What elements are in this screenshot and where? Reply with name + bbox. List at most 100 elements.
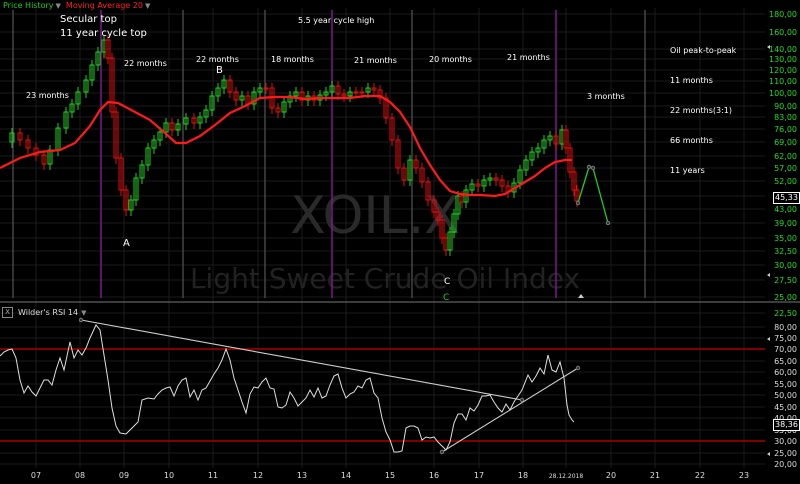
candle-body xyxy=(157,131,163,141)
candle-body xyxy=(389,117,395,141)
chevron-down-icon[interactable]: ▼ xyxy=(55,1,61,10)
legend-price-history[interactable]: Price History ▼ xyxy=(3,1,61,10)
legend-moving-average-label: Moving Average 20 xyxy=(65,1,143,10)
price-axis-tick: 27,50 xyxy=(774,276,797,285)
pivot-label-b: B xyxy=(216,65,223,76)
price-axis-tick: 100,00 xyxy=(769,89,797,98)
cycle-count-label: 21 months xyxy=(354,56,397,65)
price-axis-tick: 76,00 xyxy=(774,125,797,134)
candle-body xyxy=(487,177,493,181)
legend: Price History ▼ Moving Average 20 ▼ xyxy=(3,1,150,10)
time-axis-tick: 21 xyxy=(650,471,660,480)
candle-body xyxy=(353,91,359,94)
candle-body xyxy=(395,139,401,169)
candle-body xyxy=(535,147,541,153)
candle-body xyxy=(359,91,365,94)
peak-to-peak-note: Oil peak-to-peak 11 months 22 months(3:1… xyxy=(670,26,736,186)
candle-body xyxy=(281,101,287,113)
candle-body xyxy=(25,139,31,149)
candle-body xyxy=(517,169,523,184)
chevron-down-icon[interactable]: ▼ xyxy=(144,1,151,10)
candle-body xyxy=(371,87,377,91)
rsi-panel-title[interactable]: Wilder's RSI 14 ▼ xyxy=(18,308,87,317)
candle-body xyxy=(69,103,75,113)
price-axis-tick: 30,00 xyxy=(774,261,797,270)
candle-body xyxy=(41,154,47,165)
trendline-handle[interactable] xyxy=(439,449,445,455)
rsi-axis-marker-icon xyxy=(767,337,770,341)
time-axis-tick: 08 xyxy=(75,471,85,480)
candle-body xyxy=(431,199,437,213)
peak-to-peak-line: 11 years xyxy=(670,166,705,175)
cycle-count-label: 23 months xyxy=(26,91,69,100)
candle-body xyxy=(475,183,481,187)
time-axis-tick: 15 xyxy=(385,471,395,480)
legend-price-history-label: Price History xyxy=(3,1,54,10)
close-icon[interactable]: X xyxy=(2,307,13,318)
candle-body xyxy=(553,135,559,145)
price-axis-tick: 57,00 xyxy=(774,164,797,173)
chevron-down-icon[interactable]: ▼ xyxy=(81,308,87,317)
rsi-axis-tick: 30,00 xyxy=(774,437,797,446)
projection-point[interactable] xyxy=(590,165,596,171)
candle-body xyxy=(227,79,233,93)
candle-body xyxy=(439,219,445,239)
projection-point[interactable] xyxy=(575,200,581,206)
price-axis-tick: 32,50 xyxy=(774,247,797,256)
candle-body xyxy=(63,111,69,129)
candle-body xyxy=(401,167,407,181)
time-axis-tick: 10 xyxy=(164,471,174,480)
rsi-trendline[interactable] xyxy=(441,367,579,453)
time-axis-tick: 07 xyxy=(31,471,41,480)
candle-body xyxy=(183,117,189,125)
candle-body xyxy=(563,129,569,149)
cycle-count-label: 20 months xyxy=(429,55,472,64)
projection-point[interactable] xyxy=(605,220,611,226)
peak-to-peak-title: Oil peak-to-peak xyxy=(670,46,737,55)
rsi-axis-tick: 60,00 xyxy=(774,368,797,377)
candle-body xyxy=(377,89,383,99)
price-axis-tick: 90,00 xyxy=(774,102,797,111)
time-axis-tick: 14 xyxy=(341,471,351,480)
watermark-symbol: XOIL.X xyxy=(290,186,460,246)
cycle-count-label: 3 months xyxy=(587,92,625,101)
rsi-axis-tick: 55,00 xyxy=(774,380,797,389)
rsi-axis-tick: 20,00 xyxy=(774,460,797,469)
candle-body xyxy=(455,195,461,215)
price-axis-tick: 180,00 xyxy=(769,10,797,19)
time-marker-icon xyxy=(578,294,584,298)
candle-body xyxy=(145,147,151,166)
candle-body xyxy=(463,189,469,203)
cycle-count-label: 22 months xyxy=(196,55,239,64)
candle-body xyxy=(75,91,81,105)
projection-point[interactable] xyxy=(586,164,592,170)
legend-moving-average[interactable]: Moving Average 20 ▼ xyxy=(66,1,150,10)
rsi-axis-tick: 45,00 xyxy=(774,403,797,412)
candle-body xyxy=(413,159,419,169)
time-axis-tick: 20 xyxy=(606,471,616,480)
price-axis-marker-icon xyxy=(767,273,770,277)
candle-body xyxy=(83,79,89,93)
annotation-cycle-top: 11 year cycle top xyxy=(60,28,147,39)
price-axis-tick: 140,00 xyxy=(769,45,797,54)
trendline-handle[interactable] xyxy=(519,397,525,403)
candle-body xyxy=(523,159,529,171)
pivot-label-a: A xyxy=(123,238,130,249)
time-axis-tick: 13 xyxy=(297,471,307,480)
annotation-secular-top: Secular top xyxy=(60,14,117,25)
current-rsi-badge: 38,36 xyxy=(773,419,800,431)
pivot-label-c: C xyxy=(444,277,451,287)
candle-body xyxy=(203,109,209,118)
rsi-trendline[interactable] xyxy=(80,319,523,401)
candle-body xyxy=(275,107,281,113)
trendline-handle[interactable] xyxy=(78,317,84,323)
candle-body xyxy=(407,159,413,181)
candle-body xyxy=(123,189,129,211)
rsi-panel-header: X Wilder's RSI 14 ▼ xyxy=(2,307,87,318)
rsi-axis-tick: 75,00 xyxy=(774,334,797,343)
trendline-handle[interactable] xyxy=(575,365,581,371)
candle-body xyxy=(109,57,115,113)
cycle-count-label: 21 months xyxy=(507,53,550,62)
